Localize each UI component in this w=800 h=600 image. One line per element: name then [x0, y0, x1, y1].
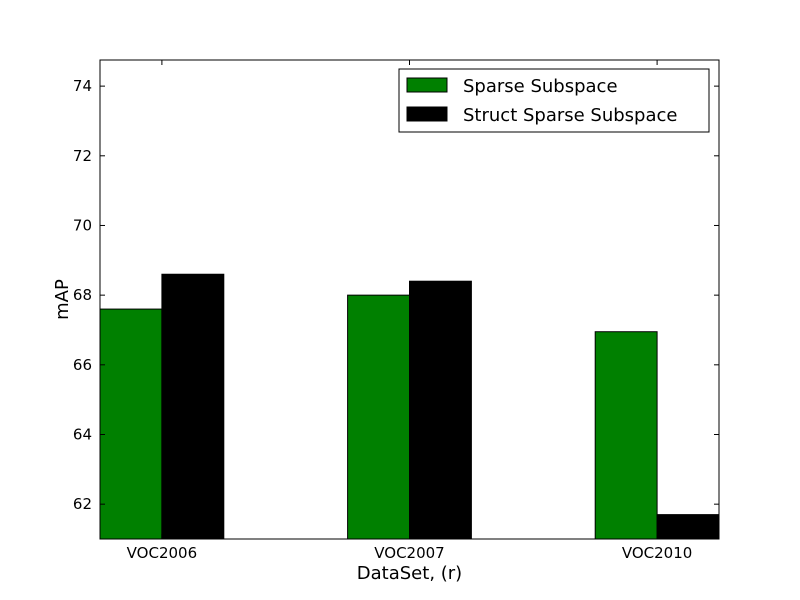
- y-axis-ticks: 62 64 66 68 70 72 74: [73, 77, 719, 513]
- bar-struct-sparse-subspace-voc2007: [409, 280, 472, 540]
- y-tick-label-72: 72: [73, 147, 92, 165]
- bar-sparse-subspace-voc2006: [99, 308, 163, 540]
- y-tick-label-64: 64: [73, 425, 92, 443]
- bar-sparse-subspace-voc2007: [347, 294, 411, 540]
- legend-label-struct-sparse-subspace: Struct Sparse Subspace: [463, 105, 678, 126]
- bar-struct-sparse-subspace-voc2010: [656, 514, 720, 540]
- y-tick-label-66: 66: [73, 356, 92, 374]
- y-tick-label-68: 68: [73, 286, 92, 304]
- bars-group: [99, 273, 720, 540]
- legend-swatch-struct-sparse-subspace: [406, 106, 448, 122]
- x-axis-label: DataSet, (r): [357, 563, 462, 584]
- legend-swatch-sparse-subspace: [406, 77, 448, 93]
- legend-box: [398, 68, 710, 133]
- legend-label-sparse-subspace: Sparse Subspace: [463, 76, 618, 97]
- x-axis-ticks: VOC2006 VOC2007 VOC2010: [127, 60, 692, 562]
- y-tick-label-62: 62: [73, 495, 92, 513]
- y-axis-label: mAP: [52, 279, 73, 320]
- legend: Sparse Subspace Struct Sparse Subspace: [398, 68, 710, 133]
- plot-frame: [99, 59, 720, 540]
- x-tick-label-voc2006: VOC2006: [127, 544, 197, 562]
- bar-struct-sparse-subspace-voc2006: [161, 273, 225, 540]
- x-tick-label-voc2007: VOC2007: [374, 544, 444, 562]
- x-tick-label-voc2010: VOC2010: [622, 544, 692, 562]
- y-tick-label-70: 70: [73, 216, 92, 234]
- y-tick-label-74: 74: [73, 77, 92, 95]
- bar-sparse-subspace-voc2010: [594, 331, 658, 540]
